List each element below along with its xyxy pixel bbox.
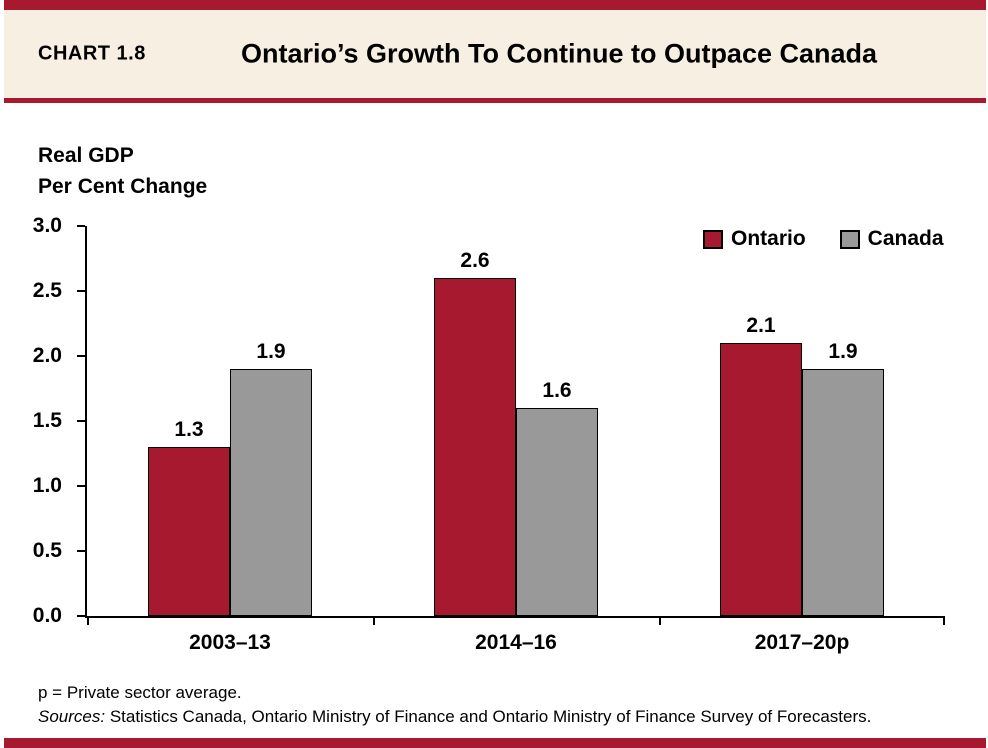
bar-value-label: 1.6 (542, 379, 572, 402)
y-axis-tick (77, 420, 85, 422)
chart-title: Ontario’s Growth To Continue to Outpace … (241, 38, 878, 69)
chart-header: CHART 1.8 Ontario’s Growth To Continue t… (4, 10, 986, 98)
y-axis-tick (77, 485, 85, 487)
chart-legend: Ontario Canada (703, 227, 944, 251)
x-axis-tick (659, 618, 661, 625)
sources-label: Sources: (38, 707, 106, 726)
y-axis-tick (77, 550, 85, 552)
legend-label-ontario: Ontario (731, 227, 806, 250)
y-axis-title: Real GDP Per Cent Change (38, 140, 207, 202)
y-axis-title-line1: Real GDP (38, 144, 134, 167)
footnote-sources: Sources: Statistics Canada, Ontario Mini… (38, 705, 871, 729)
y-axis-tick (77, 225, 85, 227)
bar-canada (802, 369, 884, 616)
bar-canada (230, 369, 312, 616)
bar-chart-plot-area: 1.3 1.9 2003–13 2.6 1.6 2014–16 2.1 1.9 2017–20p (77, 225, 945, 654)
bar-canada (516, 408, 598, 616)
y-axis-tick-label: 1.5 (32, 409, 62, 432)
legend-item-canada: Canada (839, 227, 944, 251)
y-axis-tick (77, 615, 85, 617)
footnotes: p = Private sector average. Sources: Sta… (38, 681, 871, 729)
bar-value-label: 2.1 (746, 314, 776, 337)
y-axis-tick (77, 290, 85, 292)
sources-text: Statistics Canada, Ontario Ministry of F… (105, 707, 872, 726)
x-axis-category-label: 2014–16 (475, 631, 557, 654)
canada-swatch-icon (839, 229, 860, 249)
y-axis-tick-label: 0.5 (32, 539, 62, 562)
chart-number-label: CHART 1.8 (38, 42, 146, 65)
bar-value-label: 2.6 (460, 249, 490, 272)
header-divider-bar (4, 98, 986, 103)
x-axis-category-label: 2003–13 (189, 631, 271, 654)
y-axis-labels: 0.0 0.5 1.0 1.5 2.0 2.5 3.0 (0, 214, 62, 627)
bar-value-label: 1.9 (256, 340, 286, 363)
x-axis-tick (87, 618, 89, 625)
y-axis-tick (77, 355, 85, 357)
y-axis-tick-label: 2.0 (32, 344, 62, 367)
y-axis-tick-label: 3.0 (32, 214, 62, 237)
bar-ontario (148, 447, 230, 616)
ontario-swatch-icon (703, 229, 723, 249)
x-axis-category-label: 2017–20p (754, 631, 850, 654)
x-axis-tick (943, 618, 945, 625)
y-axis-tick-label: 0.0 (32, 604, 62, 627)
bar-value-label: 1.9 (828, 340, 858, 363)
y-axis-tick-label: 2.5 (32, 279, 62, 302)
legend-label-canada: Canada (867, 227, 944, 250)
x-axis-tick (373, 618, 375, 625)
y-axis-title-line2: Per Cent Change (38, 175, 208, 198)
bar-ontario (720, 343, 802, 616)
bar-ontario (434, 278, 516, 616)
bottom-accent-bar (4, 738, 986, 748)
footnote-definition: p = Private sector average. (38, 683, 242, 702)
bar-value-label: 1.3 (174, 418, 204, 441)
legend-item-ontario: Ontario (703, 227, 806, 251)
top-accent-bar (4, 0, 986, 10)
y-axis-tick-label: 1.0 (32, 474, 62, 497)
